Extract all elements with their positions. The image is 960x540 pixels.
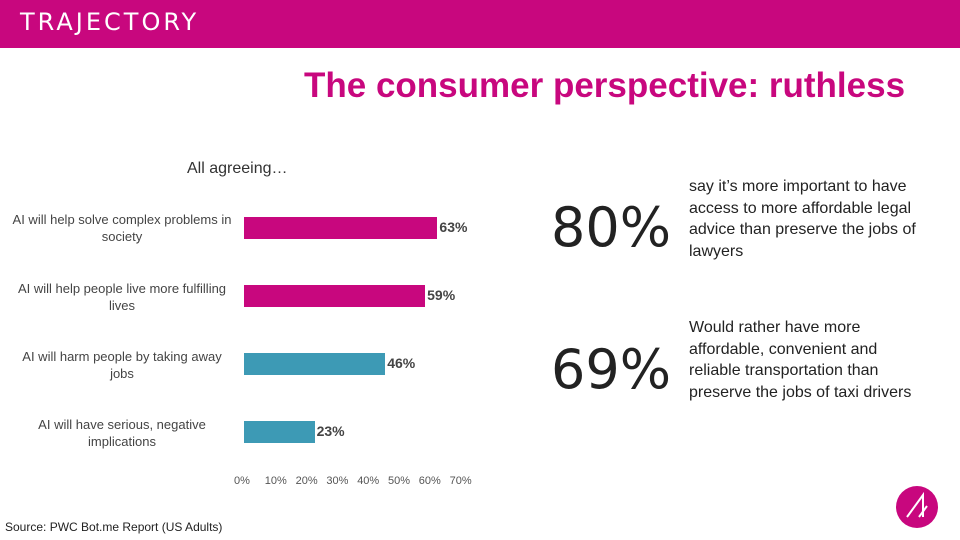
- stat-text-1: Would rather have more affordable, conve…: [689, 319, 912, 401]
- x-tick-1: 10%: [264, 475, 287, 487]
- x-tick-2: 20%: [295, 475, 318, 487]
- bar-value-label-1: 59%: [427, 287, 456, 303]
- stat-text-0: say it’s more important to have access t…: [689, 178, 916, 260]
- bar-1: [244, 285, 426, 307]
- stat-value-1: 69%: [551, 338, 672, 401]
- trajectory-logo: TRAJECTORY: [20, 8, 200, 36]
- category-label-2: AI will harm people by taking away jobs: [22, 349, 222, 381]
- bar-value-label-0: 63%: [439, 219, 468, 235]
- x-tick-7: 70%: [449, 475, 472, 487]
- trajectory-badge-icon: [896, 486, 938, 528]
- bar-2: [244, 353, 386, 375]
- source-note: Source: PWC Bot.me Report (US Adults): [5, 520, 223, 534]
- bar-3: [244, 421, 315, 443]
- stat-value-0: 80%: [551, 196, 672, 259]
- bar-value-label-2: 46%: [387, 355, 416, 371]
- page-title: The consumer perspective: ruthless: [304, 66, 906, 105]
- category-label-1: AI will help people live more fulfilling…: [17, 281, 227, 313]
- header-bar: TRAJECTORY: [0, 0, 960, 48]
- bar-value-label-3: 23%: [316, 423, 345, 439]
- chart-title: All agreeing…: [187, 160, 288, 177]
- x-tick-3: 30%: [326, 475, 349, 487]
- category-label-0: AI will help solve complex problems in s…: [12, 212, 232, 244]
- bar-0: [244, 217, 438, 239]
- x-tick-5: 50%: [388, 475, 411, 487]
- x-tick-0: 0%: [234, 475, 250, 487]
- x-tick-6: 60%: [418, 475, 441, 487]
- x-tick-4: 40%: [357, 475, 380, 487]
- category-label-3: AI will have serious, negative implicati…: [38, 417, 206, 449]
